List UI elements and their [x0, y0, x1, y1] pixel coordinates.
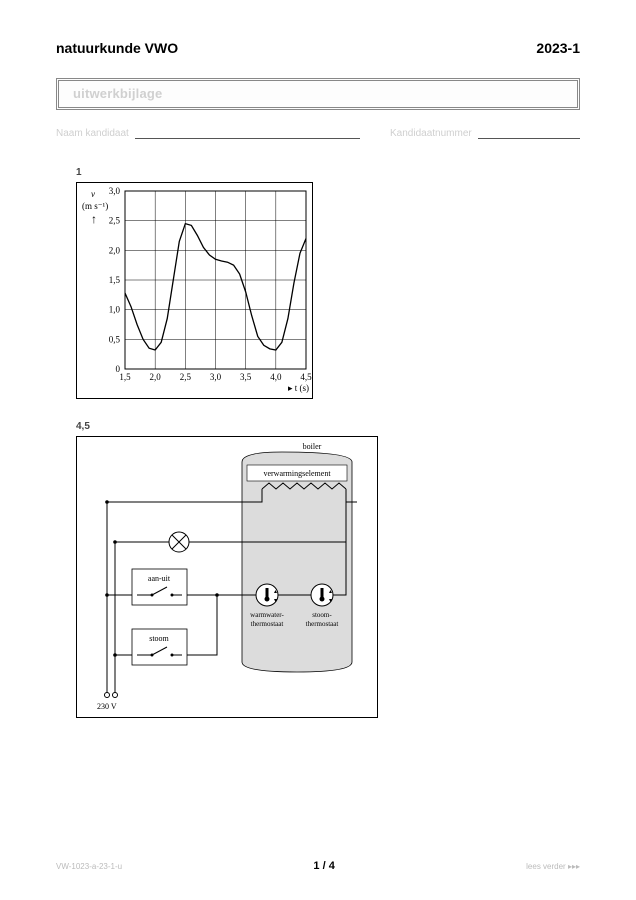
figure-2-frame: boiler verwarmingselement aan-uit ▴ ▾ ▴ ▾ warmw…	[76, 436, 378, 718]
svg-text:thermostaat: thermostaat	[306, 620, 339, 628]
header: natuurkunde VWO 2023-1	[56, 40, 580, 56]
velocity-chart: 1,5 2,0 2,5 3,0 3,5 4,0 4,5 0 0,5 1,0 1,5 2,0 2,5 3,0…	[77, 183, 312, 393]
subject-title: natuurkunde VWO	[56, 40, 178, 56]
svg-text:4,0: 4,0	[270, 372, 282, 382]
circuit-diagram: boiler verwarmingselement aan-uit ▴ ▾ ▴ ▾ warmw…	[77, 437, 377, 712]
svg-text:stoom-: stoom-	[312, 611, 332, 619]
footer-left: VW-1023-a-23-1-u	[56, 862, 122, 871]
figure-1-frame: 1,5 2,0 2,5 3,0 3,5 4,0 4,5 0 0,5 1,0 1,5 2,0 2,5 3,0…	[76, 182, 313, 399]
svg-text:warmwater-: warmwater-	[250, 611, 284, 619]
svg-text:stoom: stoom	[149, 634, 169, 643]
svg-text:4,5: 4,5	[300, 372, 312, 382]
svg-text:2,0: 2,0	[150, 372, 162, 382]
svg-text:▸ t (s): ▸ t (s)	[288, 383, 309, 393]
svg-text:▴: ▴	[274, 589, 277, 595]
page-number: 1 / 4	[313, 860, 334, 872]
svg-text:▾: ▾	[329, 598, 332, 604]
svg-text:(m s⁻¹): (m s⁻¹)	[82, 201, 108, 211]
footer-right: lees verder ▸▸▸	[526, 862, 580, 871]
svg-text:230 V: 230 V	[97, 702, 117, 711]
exam-page: natuurkunde VWO 2023-1 uitwerkbijlage Na…	[0, 0, 636, 900]
banner-title: uitwerkbijlage	[73, 86, 163, 101]
svg-text:3,5: 3,5	[240, 372, 252, 382]
figure-2-block: 4,5 boiler verwarmingselement aan-uit ▴ ▾ ▴ ▾ w…	[76, 421, 580, 718]
svg-text:▾: ▾	[274, 598, 277, 604]
svg-text:1,5: 1,5	[119, 372, 131, 382]
exam-year: 2023-1	[536, 40, 580, 56]
banner: uitwerkbijlage	[56, 78, 580, 110]
svg-text:aan-uit: aan-uit	[148, 574, 171, 583]
svg-text:boiler: boiler	[303, 442, 322, 451]
svg-text:1,0: 1,0	[109, 305, 121, 315]
svg-text:thermostaat: thermostaat	[251, 620, 284, 628]
name-label: Naam kandidaat	[56, 128, 129, 139]
svg-text:2,5: 2,5	[180, 372, 192, 382]
svg-text:1,5: 1,5	[109, 275, 121, 285]
figure-1-block: 1 1,5 2,0 2,5 3,0 3,5 4,0 4,5 0 0,5 1,0 1,5 2,0 2,5 3…	[76, 167, 580, 399]
svg-text:0,5: 0,5	[109, 334, 121, 344]
svg-text:↑: ↑	[91, 212, 97, 226]
svg-text:2,5: 2,5	[109, 216, 121, 226]
footer: VW-1023-a-23-1-u 1 / 4 lees verder ▸▸▸	[56, 860, 580, 872]
svg-text:2,0: 2,0	[109, 245, 121, 255]
svg-text:3,0: 3,0	[210, 372, 222, 382]
svg-text:0: 0	[116, 364, 121, 374]
figure-2-number: 4,5	[76, 421, 580, 432]
svg-text:3,0: 3,0	[109, 186, 121, 196]
number-blank	[478, 128, 580, 139]
svg-text:verwarmingselement: verwarmingselement	[263, 469, 331, 478]
figure-1-number: 1	[76, 167, 580, 178]
number-label: Kandidaatnummer	[390, 128, 472, 139]
svg-text:v: v	[91, 189, 95, 199]
svg-text:▴: ▴	[329, 589, 332, 595]
name-blank	[135, 128, 360, 139]
candidate-row: Naam kandidaat Kandidaatnummer	[56, 128, 580, 139]
